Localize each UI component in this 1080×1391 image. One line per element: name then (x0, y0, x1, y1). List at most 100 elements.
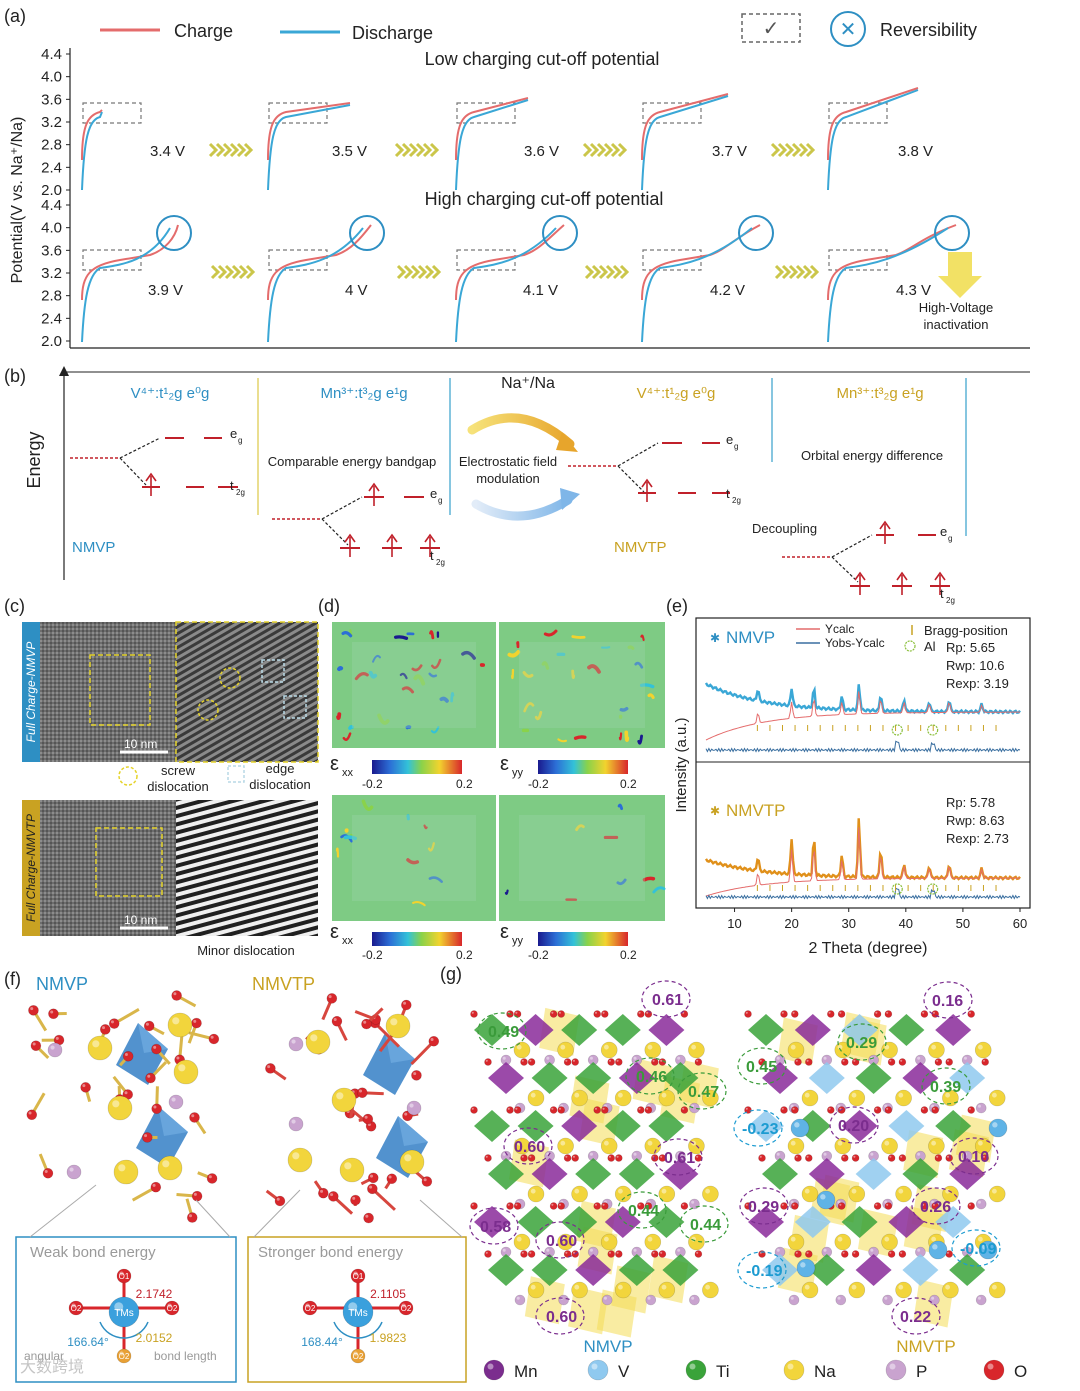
nmvp-f-na-atom-highlight (178, 1064, 185, 1071)
weak-tms-label: TMs (114, 1308, 133, 1319)
ytick-top-tick-label: 3.2 (41, 114, 62, 131)
nmvtp-g-tm-octahedron (856, 1062, 892, 1094)
nmvtp-g-o-atom-highlight (843, 1252, 845, 1254)
decoupling-text: Decoupling (752, 521, 817, 536)
nmvp-g-p-atom-highlight (604, 1297, 607, 1300)
nmvp-g-o-atom-highlight (522, 1060, 524, 1062)
nmvtp-v-atom-highlight (794, 1122, 799, 1127)
nmvtp-g-o-atom (852, 1251, 859, 1258)
nmvp-g-o-atom (695, 1251, 702, 1258)
inactivation-line2: inactivation (923, 317, 988, 332)
nmvtp-g-na-atom-highlight (805, 1189, 810, 1194)
strain-feature (337, 849, 338, 857)
nmvp-g-o-atom-highlight (609, 1060, 611, 1062)
nmvtp-f-o-atom-highlight (365, 1116, 368, 1119)
chevron-icon (210, 144, 216, 156)
nmvtp-g-o-atom (841, 1059, 848, 1066)
nmvtp-mn-split-down (832, 557, 858, 582)
ytick-top-tick-label: 4.4 (41, 46, 62, 63)
nmvtp-f-label: NMVTP (252, 974, 315, 994)
nmvp-g-na-atom (645, 1042, 661, 1058)
nmvtp-f-o-atom (332, 1016, 342, 1026)
nmvp-value-5: 0.60 (514, 1139, 545, 1156)
legend-na-atom (784, 1360, 804, 1380)
nmvtp-g-o-atom-highlight (839, 1012, 841, 1014)
nmvp-b-label: NMVP (72, 539, 115, 556)
nmvp-g-o-atom (601, 1203, 608, 1210)
nmvtp-g-na-atom (849, 1090, 865, 1106)
al-text: Al (924, 639, 936, 654)
legend-na-atom-highlight (788, 1364, 794, 1370)
gold-curved-arrow-icon (472, 418, 570, 444)
nmvtp-g-o-atom-highlight (947, 1252, 949, 1254)
nmvp-f-o-atom-highlight (144, 1134, 147, 1137)
nmvtp-g-o-atom-highlight (983, 1060, 985, 1062)
chevron-icon (396, 144, 402, 156)
nmvtp-g-p-atom-highlight (978, 1105, 981, 1108)
nmvp-g-o-atom-highlight (639, 1108, 641, 1110)
nmvtp-g-o-atom-highlight (796, 1252, 798, 1254)
ytick-top-tick-label: 3.6 (41, 91, 62, 108)
nmvtp-f-na-atom-highlight (336, 1092, 343, 1099)
nmvtp-f-p-atom (407, 1101, 421, 1115)
nmvtp-g-na-atom-highlight (931, 1045, 936, 1050)
ytick-bottom-tick-label: 3.2 (41, 265, 62, 282)
screw-legend-icon (119, 767, 137, 785)
nmvp-g-o-atom-highlight (603, 1012, 605, 1014)
bragg-text: Bragg-position (924, 623, 1008, 638)
legend-reversibility-text: Reversibility (880, 20, 977, 40)
nmvp-g-o-atom-highlight (595, 1204, 597, 1206)
nmvp-value-9: 0.60 (546, 1233, 577, 1250)
crystal-structures-f (27, 991, 439, 1223)
nmvtp-g-tm-octahedron (949, 1254, 985, 1286)
nmvp-g-na-atom-highlight (618, 1285, 623, 1290)
nmvp-g-p-atom-highlight (691, 1297, 694, 1300)
nmvtp-g-o-atom (885, 1203, 892, 1210)
nmvp-f-o-atom-highlight (102, 1026, 105, 1029)
nmvtp-g-o-atom (968, 1011, 975, 1018)
nmvtp-f-o-atom (265, 1063, 275, 1073)
cutoff-low-1: 3.4 V (150, 143, 185, 160)
colorbar-exx-top (372, 760, 462, 774)
panel-c: (c) Full Charge-NMVP 10 nm screw disloca… (4, 596, 318, 958)
nmvtp-g-na-atom-highlight (931, 1237, 936, 1242)
nmvtp-marker-icon: ✱ (710, 804, 720, 818)
nmvtp-g-o-atom-highlight (782, 1012, 784, 1014)
nmvp-f-o-atom (81, 1082, 91, 1092)
nmvtp-g-o-atom-highlight (936, 1060, 938, 1062)
nmvtp-f-o-atom-highlight (403, 1002, 406, 1005)
nmvp-g-o-atom-highlight (472, 1108, 474, 1110)
strain-feature (338, 714, 339, 718)
nmvtp-g-p-atom (836, 1295, 846, 1305)
curve-low-3-discharge (456, 100, 528, 190)
nmvp-g-na-atom-highlight (691, 1045, 696, 1050)
nmvtp-value-9: 0.26 (920, 1199, 951, 1216)
nmvp-f-o-atom-highlight (125, 1053, 128, 1056)
nmvp-g-o-atom-highlight (660, 1252, 662, 1254)
panel-a-ylabel: Potential(V vs. Na⁺/Na) (9, 117, 26, 284)
nmvp-g-o-atom-highlight (653, 1252, 655, 1254)
nmvp-g-o-atom (594, 1107, 601, 1114)
nmvp-v-split-up (120, 438, 160, 458)
nmvp-g-o-atom (564, 1155, 571, 1162)
nmvtp-g-o-atom (791, 1107, 798, 1114)
nmvp-g-na-atom (659, 1282, 675, 1298)
nmvtp-g-na-atom-highlight (791, 1141, 796, 1146)
nmvp-g-na-atom-highlight (618, 1189, 623, 1194)
nmvp-mn-eg-label: e (430, 486, 437, 501)
nmvtp-g-na-atom (882, 1234, 898, 1250)
nmvtp-g-o-atom (795, 1059, 802, 1066)
nmvtp-g-na-atom (835, 1234, 851, 1250)
nmvp-f-na-atom-highlight (172, 1017, 179, 1024)
nmvp-g-na-atom-highlight (574, 1189, 579, 1194)
nmvp-f-p-atom (48, 1043, 62, 1057)
nmvtp-g-o-atom-highlight (900, 1060, 902, 1062)
nmvtp-g-o-atom-highlight (900, 1156, 902, 1158)
nmvp-g-p-atom-highlight (503, 1249, 506, 1252)
nmvtp-f-o-atom-highlight (369, 1186, 372, 1189)
nmvp-g-o-atom-highlight (639, 1012, 641, 1014)
nmvtp-g-o-atom-highlight (947, 1060, 949, 1062)
ytick-bottom-tick-label: 4.0 (41, 220, 62, 237)
